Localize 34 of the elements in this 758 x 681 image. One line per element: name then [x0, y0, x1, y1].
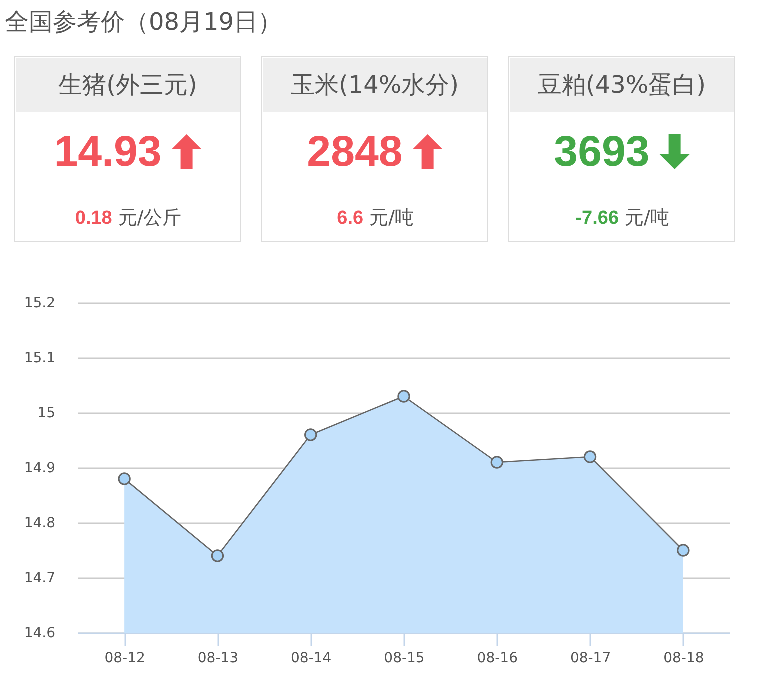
- x-tick-label: 08-17: [570, 650, 612, 666]
- y-tick-label: 14.9: [24, 460, 56, 476]
- text: 元/吨: [625, 207, 670, 229]
- x-tick-label: 08-12: [104, 650, 146, 666]
- category-label: 生猪(外三元): [58, 71, 198, 99]
- point: [211, 550, 224, 562]
- category-label: 玉米(14%水分): [290, 71, 460, 99]
- text: 全国参考价（08月19日）: [5, 8, 282, 36]
- category-label: 豆粕(43%蛋白): [538, 71, 706, 99]
- point: [490, 456, 504, 469]
- data-label: 2848: [307, 128, 403, 176]
- y-tick-label: 14.8: [24, 516, 56, 532]
- y-tick-label: 15: [38, 406, 56, 422]
- x-tick-label: 08-15: [384, 650, 425, 666]
- point: [304, 428, 318, 442]
- point: [118, 472, 131, 486]
- data-label: -7.66: [576, 208, 620, 229]
- data-label: 6.6: [337, 208, 364, 229]
- data-label: 3693: [554, 128, 650, 176]
- x-tick-label: 08-16: [477, 650, 518, 666]
- data-label: 14.93: [54, 128, 162, 176]
- y-tick-label: 14.7: [24, 570, 56, 586]
- x-tick-label: 08-14: [291, 650, 332, 666]
- y-tick-label: 15.1: [24, 350, 56, 366]
- point: [584, 450, 597, 464]
- y-tick-label: 15.2: [24, 296, 56, 312]
- x-tick-label: 08-18: [664, 650, 704, 666]
- text: 元/吨: [370, 207, 414, 229]
- point: [398, 390, 410, 403]
- point: [677, 544, 690, 557]
- x-tick-label: 08-13: [198, 650, 239, 666]
- data-label: 0.18: [75, 208, 112, 229]
- text: 元/公斤: [118, 207, 182, 229]
- y-tick-label: 14.6: [24, 626, 56, 642]
